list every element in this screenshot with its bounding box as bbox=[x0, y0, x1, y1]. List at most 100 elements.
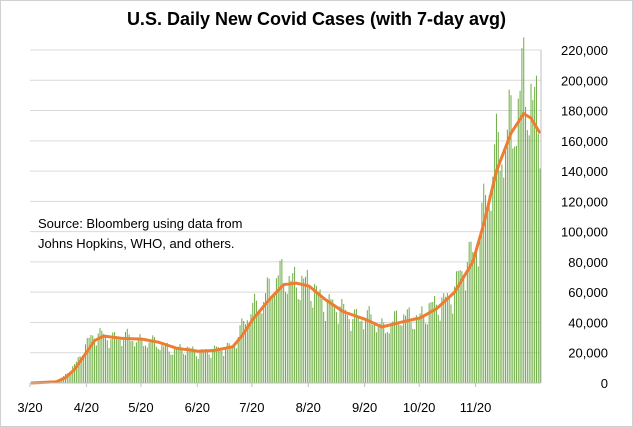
daily-bar bbox=[350, 330, 352, 383]
daily-bar bbox=[441, 297, 443, 383]
daily-bar bbox=[368, 305, 370, 383]
daily-bar bbox=[183, 354, 185, 383]
daily-bar bbox=[385, 333, 387, 383]
daily-bar bbox=[108, 347, 110, 383]
source-line-2: Johns Hopkins, WHO, and others. bbox=[38, 236, 235, 251]
daily-bar bbox=[117, 339, 119, 383]
x-tick-label: 11/20 bbox=[460, 400, 492, 415]
daily-bar bbox=[532, 100, 534, 383]
daily-bar bbox=[321, 298, 323, 383]
daily-bar bbox=[437, 314, 439, 383]
daily-bar bbox=[390, 324, 392, 383]
daily-bar bbox=[92, 335, 94, 383]
daily-bar bbox=[470, 241, 472, 383]
daily-bar bbox=[195, 356, 197, 383]
daily-bar bbox=[194, 351, 196, 383]
daily-bar bbox=[259, 309, 261, 383]
daily-bar bbox=[232, 347, 234, 383]
daily-bar bbox=[515, 145, 517, 383]
daily-bar bbox=[379, 323, 381, 383]
x-tick-label: 3/20 bbox=[17, 400, 42, 415]
daily-bar bbox=[181, 349, 183, 383]
daily-bar bbox=[505, 147, 507, 383]
daily-bar bbox=[261, 313, 263, 383]
daily-bar bbox=[94, 338, 96, 383]
daily-bar bbox=[455, 271, 457, 383]
daily-bar bbox=[246, 320, 248, 383]
daily-bar bbox=[372, 324, 374, 383]
y-tick-label: 120,000 bbox=[561, 194, 608, 209]
daily-bar bbox=[525, 106, 527, 384]
daily-bar bbox=[124, 331, 126, 383]
daily-bar bbox=[270, 296, 272, 383]
daily-bar bbox=[523, 37, 525, 383]
daily-bar bbox=[214, 345, 216, 383]
daily-bar bbox=[312, 307, 314, 383]
daily-bar bbox=[223, 355, 225, 383]
daily-bar bbox=[465, 290, 467, 383]
daily-bar bbox=[479, 235, 481, 383]
daily-bar bbox=[352, 319, 354, 383]
daily-bar bbox=[359, 321, 361, 383]
daily-bar bbox=[434, 295, 436, 383]
daily-bar bbox=[252, 303, 254, 383]
daily-bar bbox=[315, 285, 317, 383]
daily-bar bbox=[103, 333, 105, 383]
x-tick-label: 8/20 bbox=[296, 400, 321, 415]
daily-bar bbox=[230, 346, 232, 383]
daily-bar bbox=[326, 299, 328, 383]
daily-bar bbox=[134, 346, 136, 383]
x-tick-label: 7/20 bbox=[239, 400, 264, 415]
daily-bar bbox=[66, 373, 68, 383]
daily-bar bbox=[101, 330, 103, 383]
daily-bar bbox=[126, 328, 128, 383]
daily-bar bbox=[161, 344, 163, 383]
daily-bar bbox=[175, 349, 177, 383]
daily-bar bbox=[219, 348, 221, 383]
daily-bar bbox=[374, 325, 376, 383]
daily-bar bbox=[308, 286, 310, 383]
daily-bar bbox=[104, 337, 106, 383]
daily-bar bbox=[81, 357, 83, 383]
daily-bar bbox=[419, 313, 421, 383]
daily-bar bbox=[226, 342, 228, 383]
daily-bar bbox=[412, 328, 414, 383]
daily-bar bbox=[474, 254, 476, 383]
daily-bar bbox=[450, 304, 452, 383]
daily-bar bbox=[268, 278, 270, 383]
daily-bar bbox=[190, 348, 192, 383]
daily-bar bbox=[366, 310, 368, 383]
daily-bar bbox=[490, 210, 492, 383]
x-tick-labels: 3/20 4/20 5/20 6/20 7/20 8/20 9/20 10/20 11/20 bbox=[17, 400, 491, 415]
daily-bar bbox=[217, 346, 219, 383]
daily-bar bbox=[423, 316, 425, 383]
daily-bar bbox=[510, 95, 512, 383]
y-tick-label: 160,000 bbox=[561, 134, 608, 149]
daily-bar bbox=[397, 323, 399, 383]
daily-bar bbox=[328, 294, 330, 383]
y-tick-label: 200,000 bbox=[561, 73, 608, 88]
daily-bar bbox=[75, 361, 77, 383]
daily-bar bbox=[494, 144, 496, 383]
daily-bar bbox=[281, 259, 283, 383]
daily-bar bbox=[381, 318, 383, 383]
daily-bar bbox=[244, 324, 246, 383]
daily-bar bbox=[463, 275, 465, 383]
daily-bar bbox=[497, 131, 499, 383]
chart-title: U.S. Daily New Covid Cases (with 7-day a… bbox=[126, 9, 507, 29]
daily-bar bbox=[114, 331, 116, 383]
daily-bar bbox=[79, 356, 81, 383]
daily-bar bbox=[405, 315, 407, 383]
daily-bar bbox=[425, 323, 427, 383]
daily-bar bbox=[430, 302, 432, 383]
daily-bar bbox=[459, 270, 461, 383]
daily-bar bbox=[152, 335, 154, 383]
daily-bar bbox=[224, 347, 226, 383]
daily-bar bbox=[248, 325, 250, 383]
daily-bar bbox=[417, 317, 419, 383]
daily-bar bbox=[343, 303, 345, 383]
daily-bar bbox=[428, 303, 430, 383]
daily-bar bbox=[439, 320, 441, 383]
daily-bar bbox=[283, 283, 285, 383]
daily-bar bbox=[530, 83, 532, 384]
